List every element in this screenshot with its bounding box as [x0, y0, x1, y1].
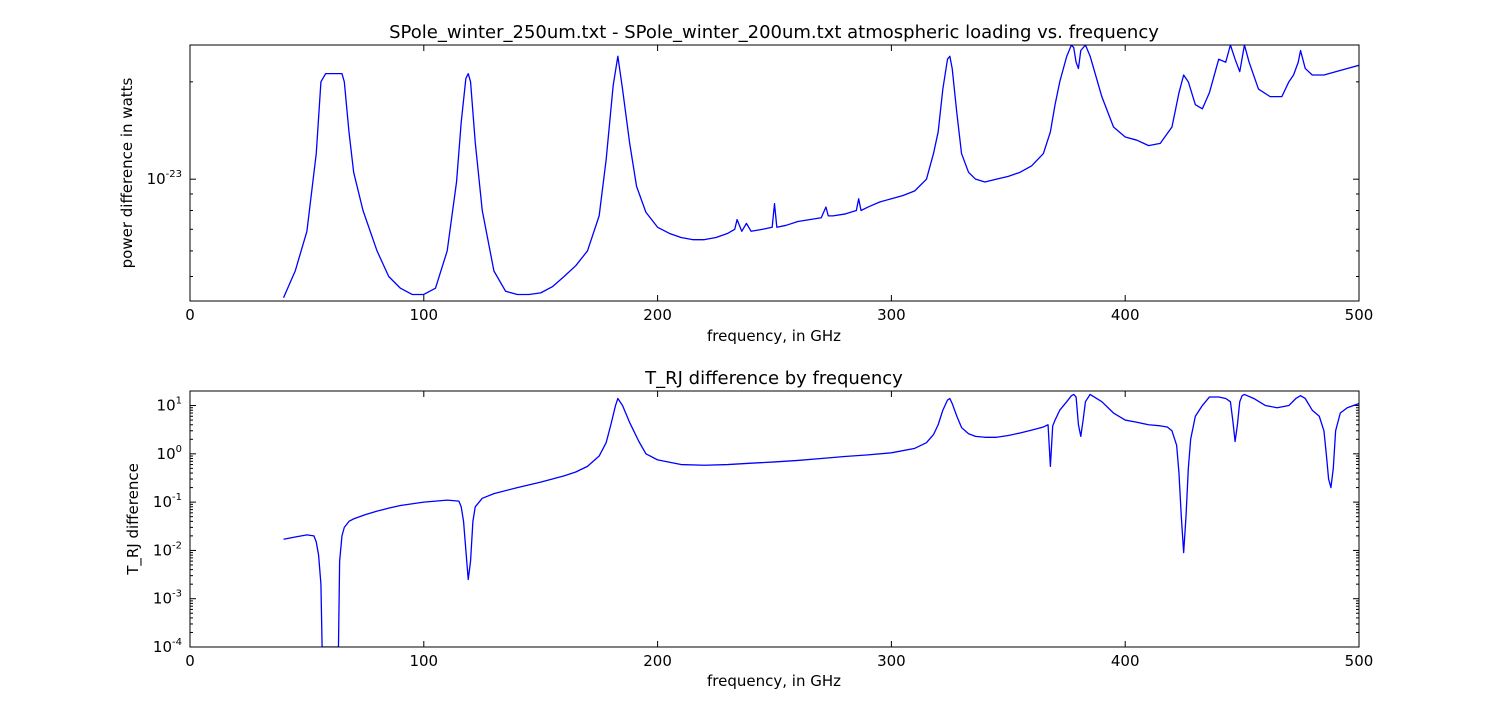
top-chart-ticks: 0 100 200 300 400 500 10-23	[147, 45, 1374, 324]
bottom-chart-ytick-label: 10-3	[153, 589, 182, 608]
bottom-chart-xtick-label: 100	[409, 652, 438, 670]
top-chart-xtick-label: 100	[409, 306, 438, 324]
top-chart-frame	[189, 44, 1360, 302]
bottom-chart-title: T_RJ difference by frequency	[644, 368, 903, 389]
bottom-chart-xtick-label: 400	[1111, 652, 1140, 670]
bottom-chart-ticks: 0 100 200 300 400 500 101 100 10-1 10-2 10-3 10-4	[153, 391, 1373, 670]
top-chart-plot-area	[282, 45, 1359, 298]
top-chart-xtick-label: 400	[1111, 306, 1140, 324]
top-chart-ylabel: power difference in watts	[118, 77, 136, 268]
bottom-chart-ytick-label: 10-4	[153, 637, 182, 656]
top-chart-xtick-label: 300	[877, 306, 906, 324]
top-chart-xlabel: frequency, in GHz	[707, 327, 841, 345]
bottom-chart-frame	[189, 390, 1360, 648]
bottom-chart-xtick-label: 0	[185, 652, 195, 670]
bottom-chart-ylabel: T_RJ difference	[124, 463, 143, 576]
bottom-chart-ytick-label: 10-2	[153, 540, 182, 559]
top-chart-xtick-label: 500	[1345, 306, 1374, 324]
bottom-chart-xtick-label: 300	[877, 652, 906, 670]
top-chart-ytick-label: 10-23	[147, 169, 182, 188]
bottom-chart-ytick-label: 100	[157, 444, 182, 463]
bottom-chart-plot-area	[283, 393, 1359, 647]
bottom-chart-xtick-label: 500	[1345, 652, 1374, 670]
bottom-chart-xlabel: frequency, in GHz	[707, 672, 841, 690]
top-chart-title: SPole_winter_250um.txt - SPole_winter_20…	[389, 22, 1159, 43]
top-chart-xtick-label: 0	[185, 306, 195, 324]
top-chart-series-line	[282, 45, 1359, 298]
bottom-chart: T_RJ difference by frequency frequency, …	[124, 368, 1373, 690]
bottom-chart-ytick-label: 10-1	[153, 492, 182, 511]
bottom-chart-xtick-label: 200	[643, 652, 672, 670]
bottom-chart-series-line	[283, 393, 1359, 647]
bottom-chart-ytick-label: 101	[157, 396, 182, 415]
top-chart: SPole_winter_250um.txt - SPole_winter_20…	[118, 22, 1373, 345]
top-chart-xtick-label: 200	[643, 306, 672, 324]
